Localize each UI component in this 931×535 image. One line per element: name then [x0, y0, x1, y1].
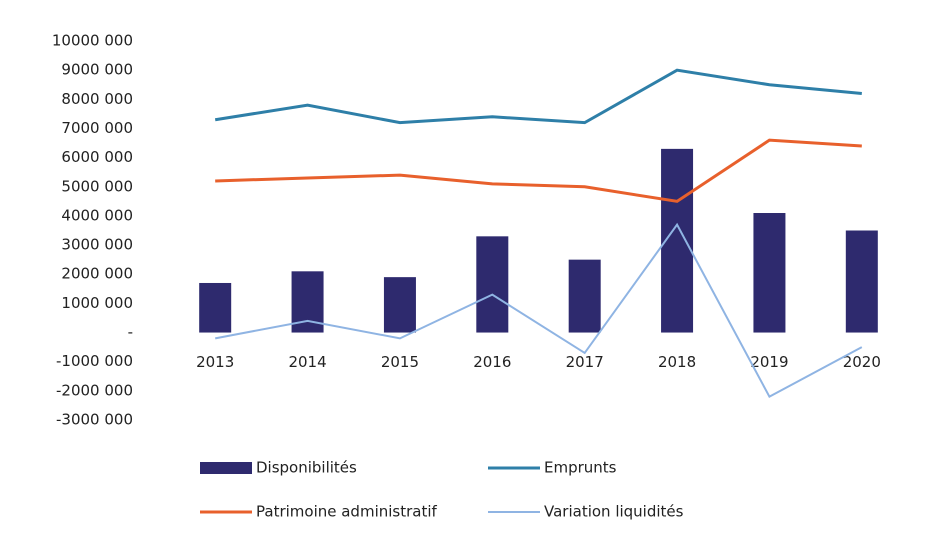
bar — [753, 213, 786, 333]
y-tick-label: - — [128, 323, 133, 341]
line — [215, 222, 863, 399]
legend-label: Emprunts — [544, 459, 617, 477]
y-tick-label: 10000 000 — [52, 32, 133, 50]
bar — [476, 236, 509, 333]
y-tick-label: 7000 000 — [61, 119, 133, 137]
x-tick-label: 2020 — [843, 353, 881, 371]
x-tick-label: 2013 — [196, 353, 234, 371]
legend-label: Disponibilités — [256, 459, 357, 477]
x-tick-label: 2019 — [750, 353, 788, 371]
legend-swatch — [200, 462, 252, 474]
y-tick-label: 6000 000 — [61, 148, 133, 166]
line — [214, 68, 862, 125]
legend-label: Patrimoine administratif — [256, 503, 438, 521]
x-tick-label: 2015 — [381, 353, 419, 371]
x-tick-label: 2014 — [288, 353, 326, 371]
y-tick-label: 9000 000 — [61, 61, 133, 79]
y-tick-label: 3000 000 — [61, 236, 133, 254]
y-tick-label: 2000 000 — [61, 265, 133, 283]
line — [215, 138, 862, 203]
y-tick-label: -3000 000 — [56, 411, 133, 429]
y-tick-label: 4000 000 — [61, 206, 133, 224]
y-tick-label: -2000 000 — [56, 381, 133, 399]
y-tick-label: 8000 000 — [61, 90, 133, 108]
x-tick-label: 2016 — [473, 353, 511, 371]
x-tick-label: 2017 — [566, 353, 604, 371]
y-tick-label: 5000 000 — [61, 177, 133, 195]
bar — [845, 230, 878, 333]
x-tick-label: 2018 — [658, 353, 696, 371]
bar — [199, 282, 232, 333]
y-tick-label: -1000 000 — [56, 352, 133, 370]
bar — [568, 259, 601, 333]
y-tick-label: 1000 000 — [61, 294, 133, 312]
bar — [383, 277, 416, 333]
legend-label: Variation liquidités — [544, 503, 684, 521]
